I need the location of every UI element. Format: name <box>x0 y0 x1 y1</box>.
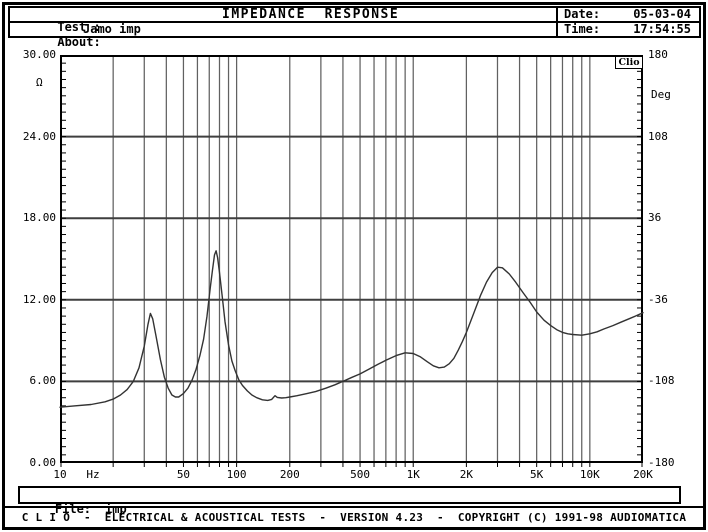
footer-divider <box>5 506 703 508</box>
y-right-tick-label: 108 <box>648 129 668 143</box>
hz-unit-label: Hz <box>86 468 100 481</box>
test-label: Test : <box>57 20 101 34</box>
y-left-tick-label: 6.00 <box>29 374 57 388</box>
y-right-tick-label: -36 <box>648 292 668 306</box>
file-value: imp <box>105 502 127 516</box>
x-tick-label: 5K <box>530 468 544 481</box>
impedance-chart: Clio 30.00 24.00 18.00 12.00 6.00 0.00 Ω 180 108… <box>0 38 708 486</box>
y-right-tick-label: -180 <box>648 456 675 469</box>
clio-watermark: Clio <box>615 56 643 69</box>
y-right-tick-label: 180 <box>648 48 668 61</box>
time-label: Time: <box>564 22 601 36</box>
x-tick-label: 20K <box>633 468 653 481</box>
y-left-tick-label: 30.00 <box>22 48 56 61</box>
x-tick-label: 200 <box>279 468 300 481</box>
time-value: 17:54:55 <box>633 22 691 36</box>
x-tick-label: 100 <box>226 468 247 481</box>
x-tick-label: 10K <box>579 468 600 481</box>
y-left-tick-label: 0.00 <box>29 456 57 469</box>
plot-area <box>59 55 644 467</box>
about-label: About: <box>57 35 101 49</box>
x-tick-label: 500 <box>350 468 370 481</box>
footer-credits: C L I O - ELECTRICAL & ACOUSTICAL TESTS … <box>21 511 687 524</box>
file-bar: File: imp <box>18 486 681 516</box>
x-tick-label: 2K <box>459 468 473 481</box>
clio-watermark-text: Clio <box>618 57 640 68</box>
x-tick-label: 10 <box>53 468 67 481</box>
y-left-tick-label: 24.00 <box>22 129 56 143</box>
plot-border <box>60 55 643 463</box>
date-label: Date: <box>564 7 601 21</box>
about-value: Jamo imp <box>83 22 141 36</box>
date-value: 05-03-04 <box>633 7 691 21</box>
y-right-tick-label: 36 <box>648 211 662 225</box>
header-test-box: Test : IMPEDANCE RESPONSE About: Jamo im… <box>8 6 558 49</box>
x-tick-label: 1K <box>406 468 420 481</box>
y-left-tick-label: 12.00 <box>22 292 56 306</box>
deg-unit-label: Deg <box>651 88 671 101</box>
y-right-tick-label: -108 <box>648 374 675 388</box>
file-label: File: <box>54 502 92 516</box>
header-datetime-box: Date: 05-03-04 Time: 17:54:55 <box>556 6 701 38</box>
page-title: IMPEDANCE RESPONSE <box>222 7 400 22</box>
y-left-tick-label: 18.00 <box>22 211 56 225</box>
ohm-unit-label: Ω <box>36 76 43 89</box>
impedance-curve <box>59 250 644 408</box>
x-tick-label: 50 <box>176 468 191 481</box>
